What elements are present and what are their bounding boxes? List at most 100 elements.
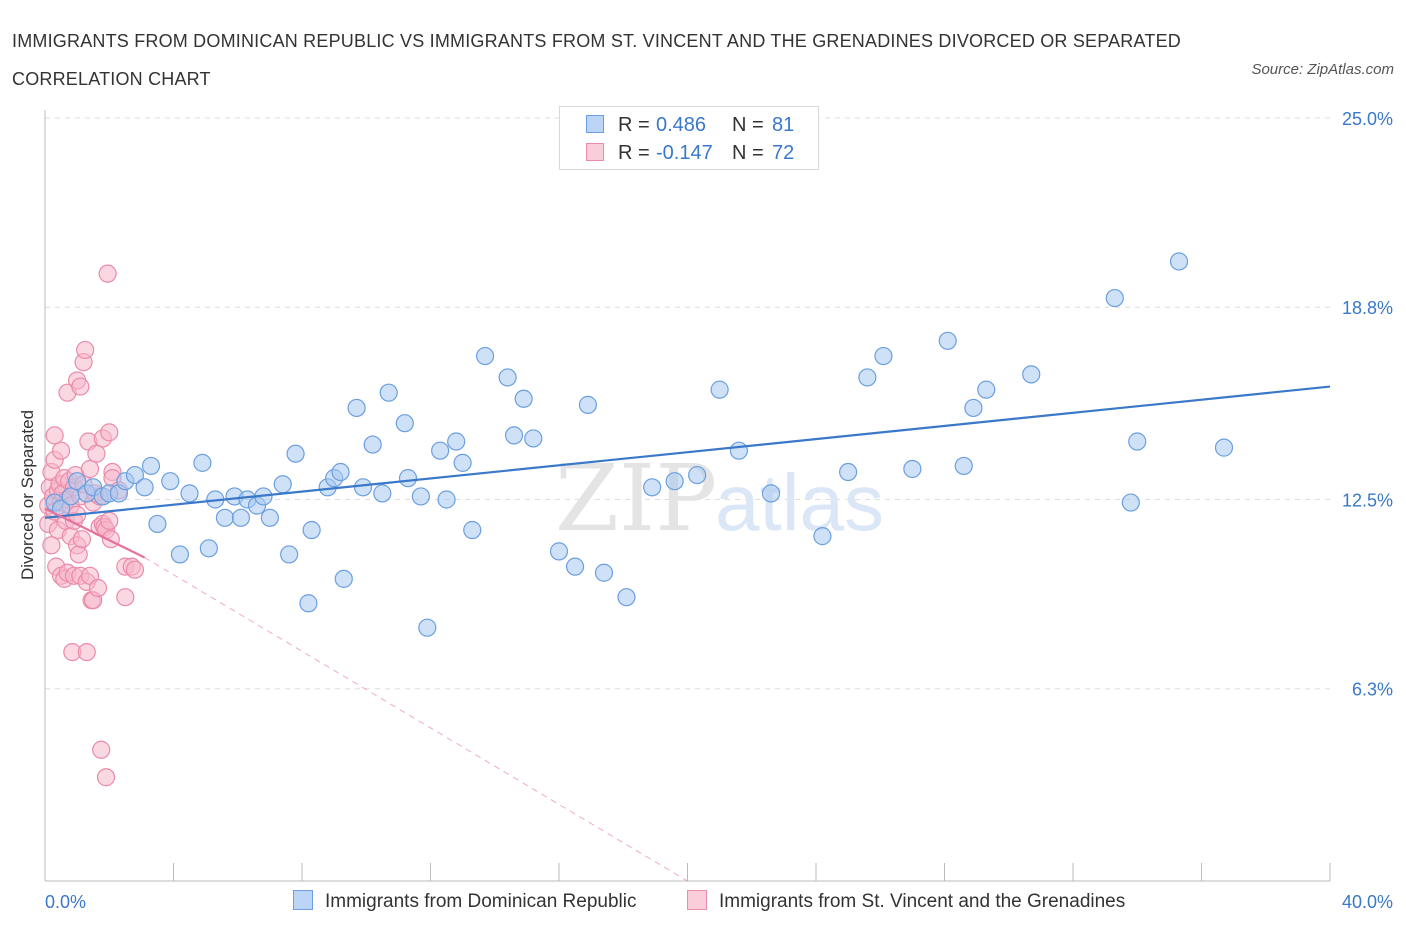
watermark-atlas: atlas xyxy=(715,458,884,547)
trend-line-st-vincent-extension xyxy=(144,557,688,882)
trend-lines xyxy=(44,385,1331,882)
trend-line-st-vincent xyxy=(44,507,146,559)
data-point-dominican-republic xyxy=(418,618,437,637)
data-point-dominican-republic xyxy=(476,346,495,366)
data-point-dominican-republic xyxy=(858,368,877,387)
legend-swatch-pink xyxy=(586,143,604,161)
data-point-dominican-republic xyxy=(135,478,154,497)
data-point-dominican-republic xyxy=(68,472,87,491)
data-point-st-vincent xyxy=(80,459,100,479)
data-point-st-vincent xyxy=(42,536,61,555)
data-point-dominican-republic xyxy=(498,368,517,387)
data-point-st-vincent xyxy=(51,441,71,460)
chart-title: IMMIGRANTS FROM DOMINICAN REPUBLIC VS IM… xyxy=(12,31,1181,89)
data-point-dominican-republic xyxy=(1128,432,1147,451)
data-point-dominican-republic xyxy=(617,588,636,607)
bottom-legend-blue: Immigrants from Dominican Republic xyxy=(293,890,637,913)
data-point-dominican-republic xyxy=(1214,438,1234,457)
data-point-dominican-republic xyxy=(1022,365,1041,384)
data-point-st-vincent xyxy=(69,545,88,564)
data-point-dominican-republic xyxy=(280,545,299,564)
legend-r-value: 0.486 xyxy=(656,114,707,136)
data-point-dominican-republic xyxy=(161,472,180,491)
data-point-dominican-republic xyxy=(504,426,524,445)
data-point-dominican-republic xyxy=(286,444,305,463)
data-point-st-vincent xyxy=(116,588,135,607)
data-point-dominican-republic xyxy=(260,508,279,527)
data-point-dominican-republic xyxy=(813,527,832,546)
data-point-dominican-republic xyxy=(938,331,957,350)
data-point-dominican-republic xyxy=(125,465,145,485)
y-tick-label: 12.5% xyxy=(1342,491,1393,511)
data-point-dominican-republic xyxy=(170,545,190,564)
data-point-dominican-republic xyxy=(839,462,858,482)
data-point-dominican-republic xyxy=(710,380,729,399)
data-point-dominican-republic xyxy=(1105,288,1124,308)
data-point-st-vincent xyxy=(96,768,116,787)
data-point-dominican-republic xyxy=(437,490,456,509)
data-point-dominican-republic xyxy=(334,569,353,588)
legend: R = 0.486 N = 81 R = -0.147 N = 72 xyxy=(559,106,819,170)
source-label: Source: ZipAtlas.com xyxy=(1251,61,1394,78)
bottom-legend-swatch-pink xyxy=(687,890,707,910)
data-point-dominican-republic xyxy=(1121,493,1140,512)
watermark-zip: ZIP xyxy=(555,445,717,552)
data-point-st-vincent xyxy=(100,423,119,442)
data-point-dominican-republic xyxy=(447,432,466,451)
data-point-dominican-republic xyxy=(463,520,482,540)
data-point-dominican-republic xyxy=(964,398,983,418)
data-point-dominican-republic xyxy=(549,542,569,561)
data-point-dominican-republic xyxy=(299,594,318,613)
legend-n-label: N = xyxy=(732,114,764,136)
data-point-st-vincent xyxy=(88,578,108,598)
legend-n-label: N = xyxy=(732,142,764,164)
data-point-dominican-republic xyxy=(215,508,234,527)
y-tick-label: 18.8% xyxy=(1342,298,1393,318)
data-point-st-vincent xyxy=(87,444,106,463)
data-point-dominican-republic xyxy=(565,557,585,576)
data-point-dominican-republic xyxy=(453,453,472,472)
data-point-dominican-republic xyxy=(431,441,450,460)
legend-r-label: R = xyxy=(618,114,650,136)
data-point-dominican-republic xyxy=(688,465,707,485)
data-point-st-vincent xyxy=(125,560,145,579)
data-point-dominican-republic xyxy=(302,520,321,540)
bottom-legend-label-pink: Immigrants from St. Vincent and the Gren… xyxy=(719,891,1126,912)
legend-r-label: R = xyxy=(618,142,650,164)
data-point-dominican-republic xyxy=(363,435,382,454)
x-tick-label: 0.0% xyxy=(45,892,86,912)
bottom-legend-swatch-blue xyxy=(293,890,313,910)
data-point-dominican-republic xyxy=(61,487,80,506)
legend-n-value: 72 xyxy=(772,142,795,164)
data-point-dominican-republic xyxy=(578,395,598,414)
data-point-st-vincent xyxy=(72,530,92,549)
data-point-dominican-republic xyxy=(729,441,749,460)
data-point-dominican-republic xyxy=(180,484,199,503)
data-point-dominican-republic xyxy=(665,472,684,491)
data-point-st-vincent xyxy=(71,377,90,396)
data-point-dominican-republic xyxy=(395,414,414,433)
y-tick-label: 6.3% xyxy=(1352,680,1393,700)
y-axis-label: Divorced or Separated xyxy=(18,409,37,581)
data-point-dominican-republic xyxy=(954,456,973,476)
data-point-dominican-republic xyxy=(903,459,922,479)
data-point-dominican-republic xyxy=(411,487,430,506)
y-tick-label: 25.0% xyxy=(1342,109,1393,129)
data-point-st-vincent xyxy=(76,340,95,360)
legend-r-value: -0.147 xyxy=(656,142,713,164)
data-point-dominican-republic xyxy=(273,475,292,494)
trend-line-dominican-republic xyxy=(44,385,1331,519)
legend-n-value: 81 xyxy=(772,114,795,136)
data-point-dominican-republic xyxy=(524,429,543,448)
data-point-dominican-republic xyxy=(353,478,373,497)
data-point-st-vincent xyxy=(77,642,96,662)
data-point-dominican-republic xyxy=(977,380,996,399)
data-point-dominican-republic xyxy=(373,484,392,503)
data-point-dominican-republic xyxy=(761,484,781,503)
data-point-dominican-republic xyxy=(231,508,251,527)
data-point-dominican-republic xyxy=(594,563,614,582)
series-st-vincent xyxy=(39,264,145,787)
data-point-st-vincent xyxy=(100,511,119,530)
data-point-dominican-republic xyxy=(398,469,418,488)
